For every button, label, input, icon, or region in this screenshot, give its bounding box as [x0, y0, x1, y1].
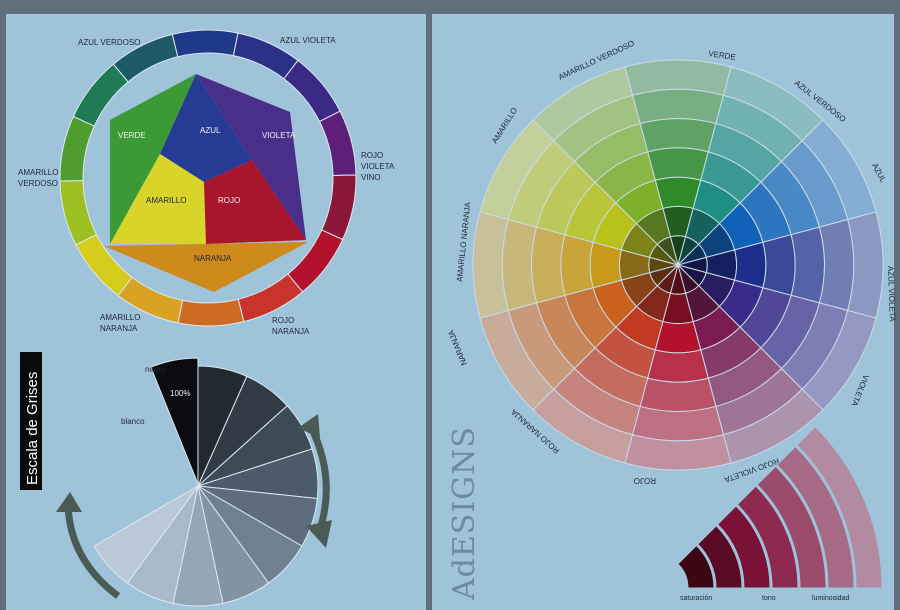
label-rojo-violeta-line1: ROJO: [361, 151, 383, 160]
inner-azul: [160, 74, 252, 182]
label-azul-verdoso: AZUL VERDOSO: [78, 38, 140, 47]
fan-label-luminosidad: luminosidad: [812, 595, 849, 602]
fan-band: [796, 426, 883, 589]
grayscale-slice: [150, 357, 199, 485]
fan-band: [716, 505, 771, 589]
inner-label-amarillo: AMARILLO: [146, 196, 186, 205]
fan-band: [677, 544, 715, 589]
tint-wheel-cell: [818, 218, 855, 312]
wheel-label-azul-violeta: AZUL VIOLETA: [886, 266, 897, 323]
rotation-arrow-left: [56, 492, 121, 599]
wheel-label-rojo: ROJO: [634, 476, 656, 485]
tint-wheel-cell: [631, 405, 725, 442]
label-rojo-naranja-line2: NARANJA: [272, 327, 310, 336]
tint-wheel-cell: [501, 218, 538, 312]
inner-violeta: [196, 74, 306, 240]
grayscale-label-100: 100%: [170, 389, 190, 398]
rotation-arrow-right: [298, 414, 332, 548]
label-rojo-violeta-line2: VIOLETA: [361, 162, 395, 171]
inner-label-rojo: ROJO: [218, 196, 240, 205]
grayscale-slice: [93, 485, 199, 584]
label-amarillo-verdoso-line1: AMARILLO: [18, 168, 58, 177]
primary-color-wheel: [59, 29, 357, 327]
tint-wheel-cell: [647, 147, 709, 181]
fan-label-tono: tono: [762, 595, 776, 602]
inner-naranja: [104, 242, 308, 292]
grayscale-label-blanco: blanco: [121, 417, 145, 426]
tint-wheel-cell: [531, 226, 566, 304]
fan-band: [736, 485, 799, 589]
tint-wheel-cell: [532, 66, 634, 142]
wheel-label-verde: VERDE: [708, 49, 737, 62]
fan-band: [756, 465, 827, 589]
inner-verde: [110, 74, 196, 244]
ring-segment: [177, 298, 245, 327]
primary-wheel-inner: VERDE AZUL VIOLETA AMARILLO ROJO NARANJA: [104, 74, 308, 292]
fan-band: [776, 445, 855, 589]
grayscale-title: Escala de Grises: [24, 372, 41, 485]
tint-wheel-cell: [560, 234, 594, 296]
inner-label-verde: VERDE: [118, 131, 146, 140]
tint-wheel-cell: [647, 349, 709, 383]
grayscale-title-box: [20, 352, 42, 490]
ring-segment: [112, 33, 179, 83]
inner-label-azul: AZUL: [200, 126, 221, 135]
label-azul-violeta: AZUL VIOLETA: [280, 36, 336, 45]
inner-label-violeta: VIOLETA: [262, 131, 296, 140]
fan-band: [697, 525, 743, 589]
tint-wheel-cell: [790, 226, 825, 304]
grayscale-label-negro: negro: [145, 365, 166, 374]
label-rojo-violeta-line3: VINO: [361, 173, 381, 182]
grayscale-pie: [93, 357, 319, 607]
brand-logo: AdESIGNS: [447, 426, 482, 601]
inner-amarillo: [110, 154, 206, 244]
label-amarillo-naranja-line2: NARANJA: [100, 324, 138, 333]
tint-wheel-cell: [762, 234, 796, 296]
tint-wheel-cell: [639, 118, 717, 153]
label-amarillo-naranja-line1: AMARILLO: [100, 313, 140, 322]
label-rojo-naranja-line1: ROJO: [272, 316, 294, 325]
inner-rojo: [204, 160, 306, 244]
ring-segment: [171, 29, 239, 58]
color-tint-wheel: [472, 59, 884, 471]
fan-label-saturacion: saturación: [680, 595, 712, 602]
inner-label-naranja: NARANJA: [194, 254, 232, 263]
tint-wheel-cell: [639, 377, 717, 412]
label-amarillo-verdoso-line2: VERDOSO: [18, 179, 58, 188]
tint-wheel-cell: [631, 88, 725, 125]
tone-fan: [677, 426, 883, 589]
primary-wheel-labels: AZUL VERDOSO AZUL VIOLETA ROJO VIOLETA V…: [18, 36, 395, 336]
